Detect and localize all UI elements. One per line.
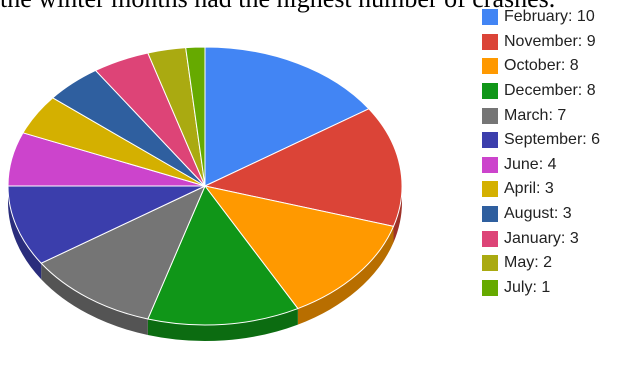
legend-swatch — [482, 230, 498, 247]
pie-slice-december[interactable] — [147, 185, 299, 326]
legend-item-march[interactable]: March: 7 — [482, 103, 600, 128]
pie-slice-november[interactable] — [204, 108, 403, 227]
legend-label: August: 3 — [504, 205, 572, 223]
legend-label: January: 3 — [504, 229, 579, 247]
legend-label: July: 1 — [504, 278, 551, 296]
pie-slice-october[interactable] — [204, 185, 395, 310]
pie-slice-july[interactable] — [185, 46, 206, 187]
legend-item-january[interactable]: January: 3 — [482, 226, 600, 251]
legend-item-november[interactable]: November: 9 — [482, 30, 600, 55]
legend-swatch — [482, 156, 498, 173]
legend-label: October: 8 — [504, 57, 579, 75]
legend-item-may[interactable]: May: 2 — [482, 251, 600, 276]
legend-label: May: 2 — [504, 254, 553, 272]
pie-side-november — [393, 186, 402, 243]
pie-side-october — [297, 226, 394, 325]
legend-swatch — [482, 58, 498, 75]
pie-side-september — [7, 186, 42, 280]
legend-item-december[interactable]: December: 8 — [482, 79, 600, 104]
chart-legend: February: 10 November: 9 October: 8 Decembe… — [482, 5, 600, 300]
legend-item-april[interactable]: April: 3 — [482, 177, 600, 202]
legend-label: December: 8 — [504, 82, 596, 100]
pie-slice-february[interactable] — [204, 46, 370, 187]
legend-swatch — [482, 206, 498, 223]
legend-swatch — [482, 9, 498, 26]
legend-item-july[interactable]: July: 1 — [482, 276, 600, 301]
legend-item-august[interactable]: August: 3 — [482, 202, 600, 227]
legend-swatch — [482, 33, 498, 50]
legend-swatch — [482, 83, 498, 100]
legend-item-june[interactable]: June: 4 — [482, 153, 600, 178]
legend-label: March: 7 — [504, 106, 567, 124]
legend-swatch — [482, 132, 498, 149]
legend-swatch — [482, 279, 498, 296]
chart-caption: the winter months had the highest number… — [0, 0, 555, 14]
legend-item-september[interactable]: September: 6 — [482, 128, 600, 153]
legend-item-february[interactable]: February: 10 — [482, 5, 600, 30]
pie-slice-march[interactable] — [40, 185, 206, 320]
legend-swatch — [482, 255, 498, 272]
legend-label: September: 6 — [504, 131, 601, 149]
legend-swatch — [482, 107, 498, 124]
legend-label: February: 10 — [504, 8, 595, 26]
legend-swatch — [482, 181, 498, 198]
legend-item-october[interactable]: October: 8 — [482, 54, 600, 79]
legend-label: June: 4 — [504, 155, 557, 173]
legend-label: November: 9 — [504, 32, 596, 50]
pie-side-march — [41, 263, 148, 336]
pie-chart — [7, 46, 403, 342]
pie-slice-september[interactable] — [7, 185, 206, 264]
legend-label: April: 3 — [504, 180, 554, 198]
